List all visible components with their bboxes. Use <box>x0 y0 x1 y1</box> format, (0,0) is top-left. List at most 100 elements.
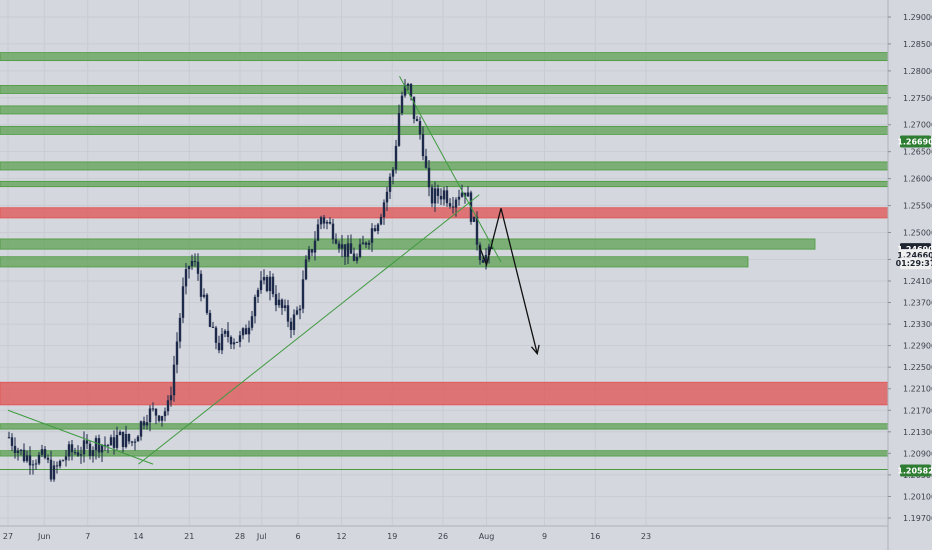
price-tick-label: 1.24100 <box>903 277 932 286</box>
candle-body <box>310 249 314 253</box>
time-tick-label: 12 <box>336 532 346 541</box>
candle-body <box>49 459 53 480</box>
candle-body <box>256 290 260 297</box>
candle-body <box>121 431 125 448</box>
candle-body <box>328 221 332 224</box>
candle-body <box>322 217 326 224</box>
time-tick-label: 19 <box>387 532 397 541</box>
candle-body <box>244 328 248 335</box>
candle-body <box>490 246 494 249</box>
candle-body <box>346 243 350 257</box>
projection-path <box>478 208 540 356</box>
candle-body <box>76 452 80 456</box>
price-tick-label: 1.23300 <box>903 320 932 329</box>
candle-body <box>421 134 425 157</box>
candle-body <box>445 190 449 204</box>
price-badge <box>900 464 931 477</box>
candle-body <box>370 228 374 243</box>
candle-body <box>55 465 59 467</box>
candle-body <box>220 333 224 351</box>
time-tick-label: 28 <box>235 532 245 541</box>
candle-body <box>367 242 371 245</box>
candle-body <box>10 437 14 446</box>
candle-body <box>25 455 29 462</box>
candle-body <box>307 249 311 260</box>
time-tick-label: 6 <box>295 532 300 541</box>
candle-body <box>34 463 38 465</box>
candle-body <box>355 256 359 261</box>
candle-body <box>388 176 392 192</box>
candle-body <box>73 452 77 454</box>
trendline <box>399 76 502 263</box>
candle-body <box>145 422 149 426</box>
time-axis[interactable]: 27 Jun 7 14 21 28 Jul 6 12 19 26 Aug 9 16 23 <box>3 532 651 541</box>
candle-body <box>376 224 380 232</box>
candle-body <box>427 167 431 188</box>
price-tick-label: 1.27500 <box>903 94 932 103</box>
candle-body <box>424 156 428 168</box>
candle-body <box>190 260 194 267</box>
candle-body <box>175 341 179 365</box>
candle-body <box>178 317 182 342</box>
candle-body <box>265 277 269 292</box>
candle-body <box>208 312 212 327</box>
candle-body <box>463 192 467 197</box>
candle-body <box>283 305 287 308</box>
candle-body <box>361 242 365 245</box>
candle-body <box>226 330 230 337</box>
price-tick-label: 1.28000 <box>903 67 932 76</box>
candle-body <box>205 294 209 313</box>
resistance-zone <box>0 125 889 135</box>
candle-body <box>130 441 134 443</box>
candle-body <box>382 202 386 217</box>
price-tick-label: 1.19700 <box>903 514 932 523</box>
candle-body <box>109 437 113 446</box>
candle-body <box>412 96 416 119</box>
candle-body <box>292 314 296 331</box>
candle-body <box>472 216 476 222</box>
price-tick-label: 1.22100 <box>903 385 932 394</box>
support-zone <box>0 256 749 268</box>
price-badge <box>900 135 931 148</box>
candle-body <box>67 444 71 457</box>
candle-body <box>103 444 107 446</box>
candle-body <box>235 341 239 343</box>
candle-body <box>64 456 68 461</box>
candle-body <box>448 203 452 207</box>
candle-body <box>43 449 47 458</box>
trendline <box>138 194 480 465</box>
candle-body <box>238 335 242 342</box>
candle-body <box>385 191 389 203</box>
candle-body <box>247 327 251 335</box>
candle-body <box>274 294 278 306</box>
candle-body <box>268 276 272 292</box>
resistance-zone <box>0 105 889 115</box>
candle-body <box>397 113 401 146</box>
candle-body <box>154 408 158 416</box>
candle-body <box>148 408 152 423</box>
candle-body <box>349 243 353 254</box>
candle-body <box>124 434 128 448</box>
time-tick-label: 26 <box>438 532 448 541</box>
projection-arrowhead <box>530 344 540 356</box>
candle-body <box>313 240 317 253</box>
candle-body <box>118 431 122 436</box>
candle-body <box>259 280 263 291</box>
candle-body <box>352 253 356 261</box>
price-tick-label: 1.20900 <box>903 449 932 458</box>
candle-body <box>253 296 257 317</box>
candle-body <box>298 308 302 311</box>
candle-body <box>136 436 140 442</box>
time-tick-label: 23 <box>641 532 651 541</box>
candle-body <box>400 95 404 114</box>
candle-body <box>22 449 26 462</box>
support-zone <box>0 238 816 250</box>
candle-body <box>403 85 407 96</box>
candle-body <box>211 326 215 328</box>
candle-body <box>28 455 32 466</box>
candle-body <box>61 460 65 462</box>
resistance-zone <box>0 161 889 171</box>
candle-body <box>13 445 17 453</box>
